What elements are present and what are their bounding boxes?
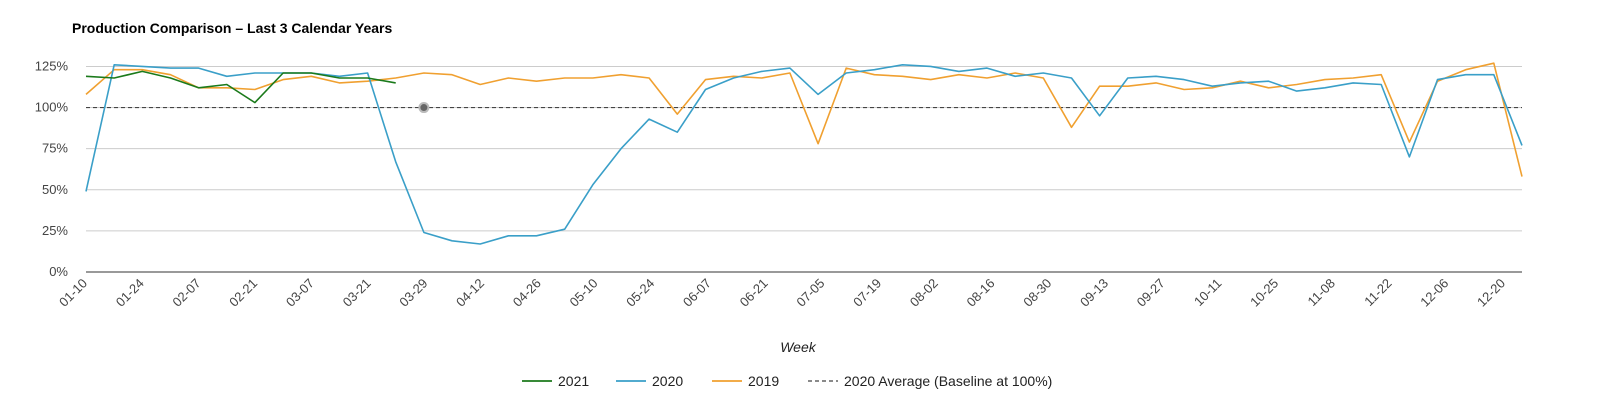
legend-label[interactable]: 2019 xyxy=(748,373,779,389)
x-tick-label: 06-07 xyxy=(680,276,714,310)
chart-title: Production Comparison – Last 3 Calendar … xyxy=(72,20,392,36)
y-axis-ticks: 0% 25% 50% 75% 100% 125% xyxy=(35,58,69,279)
legend-label[interactable]: 2020 xyxy=(652,373,683,389)
x-tick-label: 02-21 xyxy=(226,276,260,310)
series-line-2021[interactable] xyxy=(85,70,396,104)
x-tick-label: 03-07 xyxy=(283,276,317,310)
x-tick-label: 08-30 xyxy=(1020,276,1054,310)
baseline-hover-point[interactable] xyxy=(418,102,430,114)
x-tick-label: 11-22 xyxy=(1361,276,1394,309)
y-tick-label: 75% xyxy=(42,141,68,156)
y-tick-label: 0% xyxy=(49,264,68,279)
x-tick-label: 08-02 xyxy=(907,276,941,310)
x-tick-label: 04-12 xyxy=(453,276,487,310)
x-tick-label: 05-24 xyxy=(623,276,657,310)
x-tick-label: 08-16 xyxy=(964,276,998,310)
y-tick-label: 25% xyxy=(42,223,68,238)
x-axis-label: Week xyxy=(780,339,817,355)
x-tick-label: 06-21 xyxy=(737,276,771,310)
x-axis-ticks: 01-10 01-24 02-07 02-21 03-07 03-21 03-29 04-12… xyxy=(56,276,1508,310)
y-tick-label: 50% xyxy=(42,182,68,197)
marker-layer xyxy=(418,102,430,114)
x-tick-label: 01-24 xyxy=(113,276,147,310)
legend-label[interactable]: 2021 xyxy=(558,373,589,389)
x-tick-label: 01-10 xyxy=(56,276,90,310)
y-tick-label: 125% xyxy=(35,58,69,73)
series-line-2020[interactable] xyxy=(85,64,1523,245)
x-tick-label: 05-10 xyxy=(566,276,600,310)
x-tick-label: 09-27 xyxy=(1134,276,1168,310)
x-tick-label: 10-11 xyxy=(1191,276,1224,309)
x-tick-label: 11-08 xyxy=(1305,276,1338,309)
x-tick-label: 12-06 xyxy=(1417,276,1451,310)
x-tick-label: 09-13 xyxy=(1077,276,1111,310)
legend-label[interactable]: 2020 Average (Baseline at 100%) xyxy=(844,373,1052,389)
legend: 2021 2020 2019 2020 Average (Baseline at 10… xyxy=(522,373,1052,389)
x-tick-label: 12-20 xyxy=(1474,276,1508,310)
y-tick-label: 100% xyxy=(35,100,69,115)
x-tick-label: 07-19 xyxy=(850,276,884,310)
series-layer xyxy=(85,62,1523,245)
grid-layer xyxy=(86,65,1522,273)
x-tick-label: 10-25 xyxy=(1247,276,1281,310)
x-tick-label: 02-07 xyxy=(169,276,203,310)
x-tick-label: 04-26 xyxy=(510,276,544,310)
x-tick-label: 07-05 xyxy=(793,276,827,310)
x-tick-label: 03-21 xyxy=(340,276,374,310)
x-tick-label: 03-29 xyxy=(396,276,430,310)
